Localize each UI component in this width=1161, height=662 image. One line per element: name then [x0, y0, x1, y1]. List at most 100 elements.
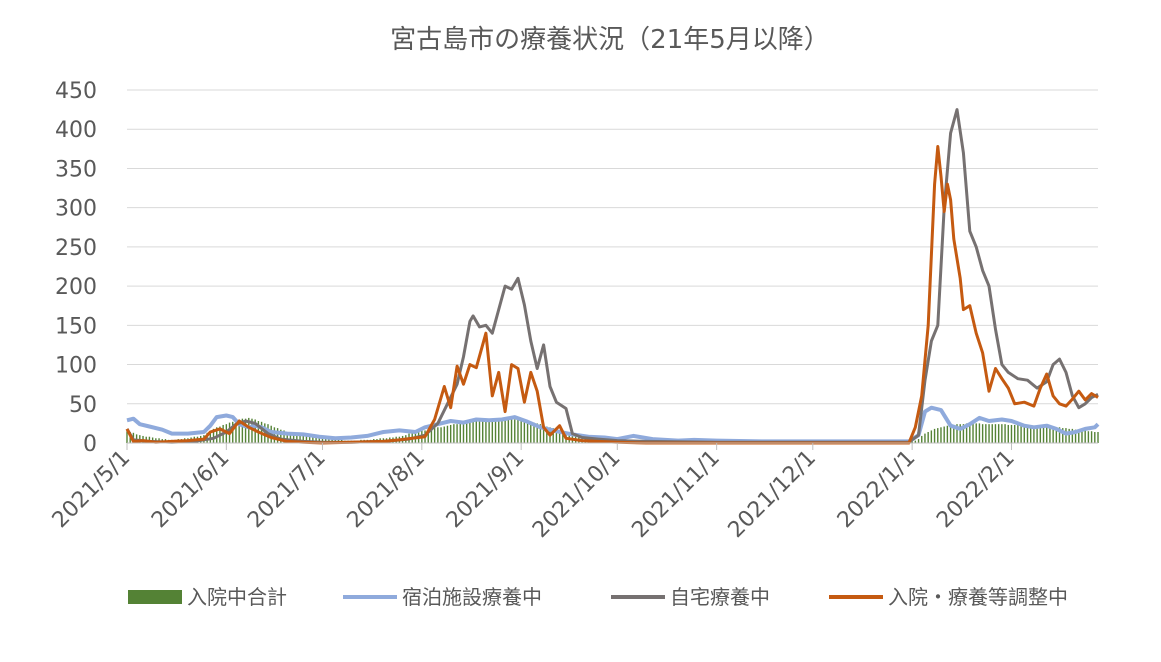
hospitalized-bar — [965, 423, 968, 443]
hospitalized-bar — [478, 421, 481, 443]
hospitalized-bar — [427, 429, 429, 443]
x-tick-label: 2021/5/1 — [48, 446, 136, 534]
hospitalized-bar — [562, 431, 564, 443]
hospitalized-bar — [927, 432, 929, 443]
hospitalized-bar — [494, 419, 497, 443]
y-tick-label: 0 — [83, 432, 97, 457]
hospitalized-bar — [453, 424, 455, 443]
legend: 入院中合計 宿泊施設療養中 自宅療養中 入院・療養等調整中 — [128, 585, 1068, 609]
hospitalized-bar — [1013, 424, 1016, 443]
hospitalized-bar — [1039, 426, 1042, 443]
hospitalized-bar — [491, 419, 494, 443]
series-lines — [125, 108, 1100, 445]
hospitalized-bar — [430, 428, 433, 443]
hospitalized-bar — [318, 436, 320, 443]
hospitalized-bar — [498, 419, 500, 443]
y-tick-label: 50 — [69, 393, 97, 418]
hospitalized-bar — [299, 434, 301, 443]
hospitalized-bar — [555, 428, 558, 443]
hospitalized-bar — [991, 424, 993, 443]
y-axis-ticks: 0 50 100 150 200 250 300 350 400 450 — [55, 79, 97, 457]
x-tick-label: 2022/1/1 — [833, 446, 921, 534]
legend-label: 自宅療養中 — [670, 585, 770, 609]
hospitalized-bar — [536, 423, 538, 443]
hospitalized-bar — [289, 432, 292, 443]
hospitalized-bar — [914, 440, 917, 443]
hospitalized-bar — [251, 418, 253, 443]
y-tick-label: 250 — [55, 236, 97, 261]
hospitalized-bar — [917, 439, 920, 443]
hospitalized-bar — [238, 419, 240, 443]
hospitalized-bar — [1055, 427, 1058, 443]
hospitalized-bar — [248, 417, 250, 443]
hospitalized-bar — [969, 423, 971, 443]
hospitalized-bar — [523, 420, 526, 443]
hospitalized-bar — [459, 423, 461, 443]
y-tick-label: 150 — [55, 314, 97, 339]
hospitalized-bar — [1004, 424, 1006, 443]
hospitalized-bar — [292, 433, 295, 443]
hospitalized-bar — [321, 437, 324, 443]
hospitalized-bar — [1052, 427, 1054, 443]
hospitalized-bar — [276, 428, 279, 443]
hospitalized-bar — [1068, 428, 1070, 443]
hospitalized-bar — [328, 438, 330, 443]
legend-label: 宿泊施設療養中 — [402, 585, 542, 609]
x-tick-label: 2021/9/1 — [442, 446, 530, 534]
hospitalized-bar — [949, 424, 952, 443]
home-series-line — [125, 108, 1099, 444]
hospitalized-bar — [526, 421, 529, 443]
hospitalized-bar — [482, 421, 484, 443]
hospitalized-bar — [1078, 429, 1080, 443]
hospitalized-bar — [308, 435, 311, 443]
hospitalized-bar — [485, 420, 487, 443]
hospitalized-bar — [1007, 424, 1009, 443]
hospitalized-bar — [1071, 428, 1074, 443]
hospitalized-bar — [946, 425, 949, 443]
hospitalized-bar — [1058, 427, 1061, 443]
hospitalized-bar — [443, 426, 445, 443]
hospitalized-bar — [510, 419, 513, 443]
x-tick-label: 2021/12/1 — [724, 446, 821, 543]
hospitalized-bar — [975, 423, 977, 443]
hospitalized-bar — [465, 422, 468, 443]
hospitalized-bar — [930, 430, 933, 443]
hospitalized-bar — [1020, 425, 1022, 443]
x-tick-label: 2021/6/1 — [147, 446, 235, 534]
hospitalized-bar — [924, 433, 926, 443]
hospitalized-bar — [959, 424, 961, 443]
hospitalized-bar — [440, 427, 442, 443]
hospitalized-bar — [937, 428, 939, 443]
legend-label: 入院中合計 — [187, 585, 287, 609]
y-tick-label: 200 — [55, 275, 97, 300]
hospitalized-bar — [1026, 425, 1029, 443]
hospitalized-bar — [433, 428, 436, 443]
hospitalized-bar — [1042, 426, 1045, 443]
hospitalized-bar — [943, 426, 945, 443]
hospitalized-bar — [520, 419, 522, 443]
hospitalized-bar — [501, 419, 503, 443]
x-tick-label: 2021/7/1 — [243, 446, 331, 534]
hospitalized-bar — [1074, 429, 1077, 443]
hospitalized-bar — [209, 431, 212, 443]
hospitalized-bar — [552, 428, 554, 443]
hospitalized-bar — [449, 424, 452, 443]
adjusting-series-line — [125, 145, 1099, 445]
hospitalized-bar — [305, 435, 308, 443]
hospitalized-bar — [475, 421, 477, 443]
hospitalized-bar — [135, 434, 138, 443]
hospitalized-bar — [446, 425, 449, 443]
x-tick-label: 2021/10/1 — [528, 446, 625, 543]
hospitalized-bar — [507, 419, 510, 443]
y-tick-label: 450 — [55, 79, 97, 104]
hospitalized-bar — [1081, 430, 1083, 443]
hospitalized-bar — [1090, 431, 1093, 443]
hospitalized-bar — [997, 424, 1000, 443]
hospitalized-bar — [911, 441, 913, 443]
hospitalized-bar — [296, 433, 298, 443]
hospitalized-bar — [546, 426, 548, 443]
hospitalized-bar — [539, 424, 542, 443]
hospitalized-bar — [558, 430, 561, 443]
hospitalized-bar — [472, 421, 474, 443]
